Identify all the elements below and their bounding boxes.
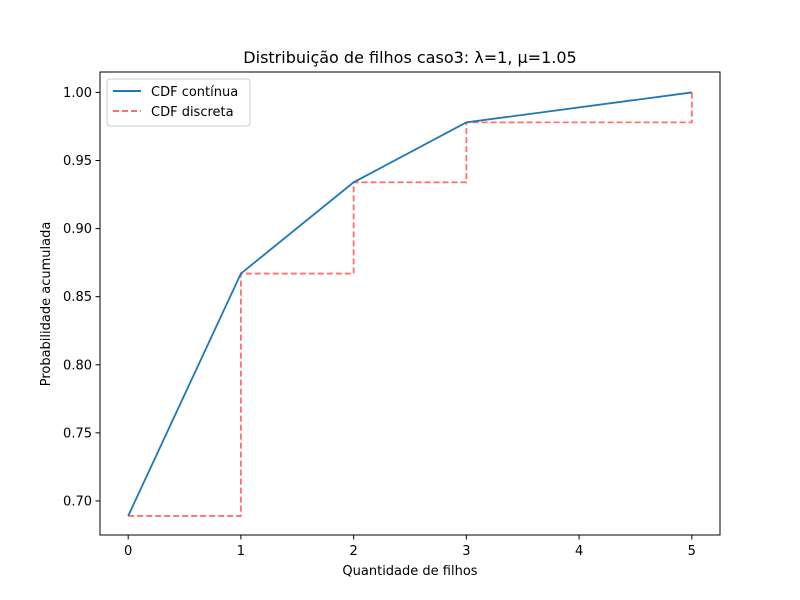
legend-label-continuous: CDF contínua — [151, 85, 238, 100]
y-tick-label: 0.70 — [63, 494, 92, 509]
x-tick-label: 2 — [349, 544, 357, 559]
x-tick-label: 3 — [462, 544, 470, 559]
x-tick-label: 5 — [688, 544, 696, 559]
y-tick-label: 0.95 — [63, 154, 92, 169]
y-ticks: 0.70 0.75 0.80 0.85 0.90 0.95 1.00 — [63, 86, 100, 509]
series-line-cdf-continua — [127, 91, 692, 517]
plot-area — [100, 72, 720, 535]
y-axis-label: Probabilidade acumulada — [39, 222, 54, 387]
y-tick-label: 0.85 — [63, 290, 92, 305]
legend: CDF contínua CDF discreta — [106, 78, 251, 127]
x-tick-label: 4 — [575, 544, 583, 559]
legend-box — [106, 78, 251, 127]
x-ticks: 0 1 2 3 4 5 — [124, 535, 696, 559]
y-tick-label: 0.75 — [63, 426, 92, 441]
y-tick-label: 0.90 — [63, 222, 92, 237]
chart-title: Distribuição de filhos caso3: λ=1, μ=1.0… — [243, 48, 576, 67]
y-tick-label: 0.80 — [63, 358, 92, 373]
legend-label-discrete: CDF discreta — [151, 105, 234, 120]
series-layer — [127, 91, 693, 517]
x-tick-label: 1 — [237, 544, 245, 559]
plot-frame — [99, 71, 721, 536]
x-axis-label: Quantidade de filhos — [342, 564, 477, 579]
y-tick-label: 1.00 — [63, 86, 92, 101]
x-tick-label: 0 — [124, 544, 132, 559]
